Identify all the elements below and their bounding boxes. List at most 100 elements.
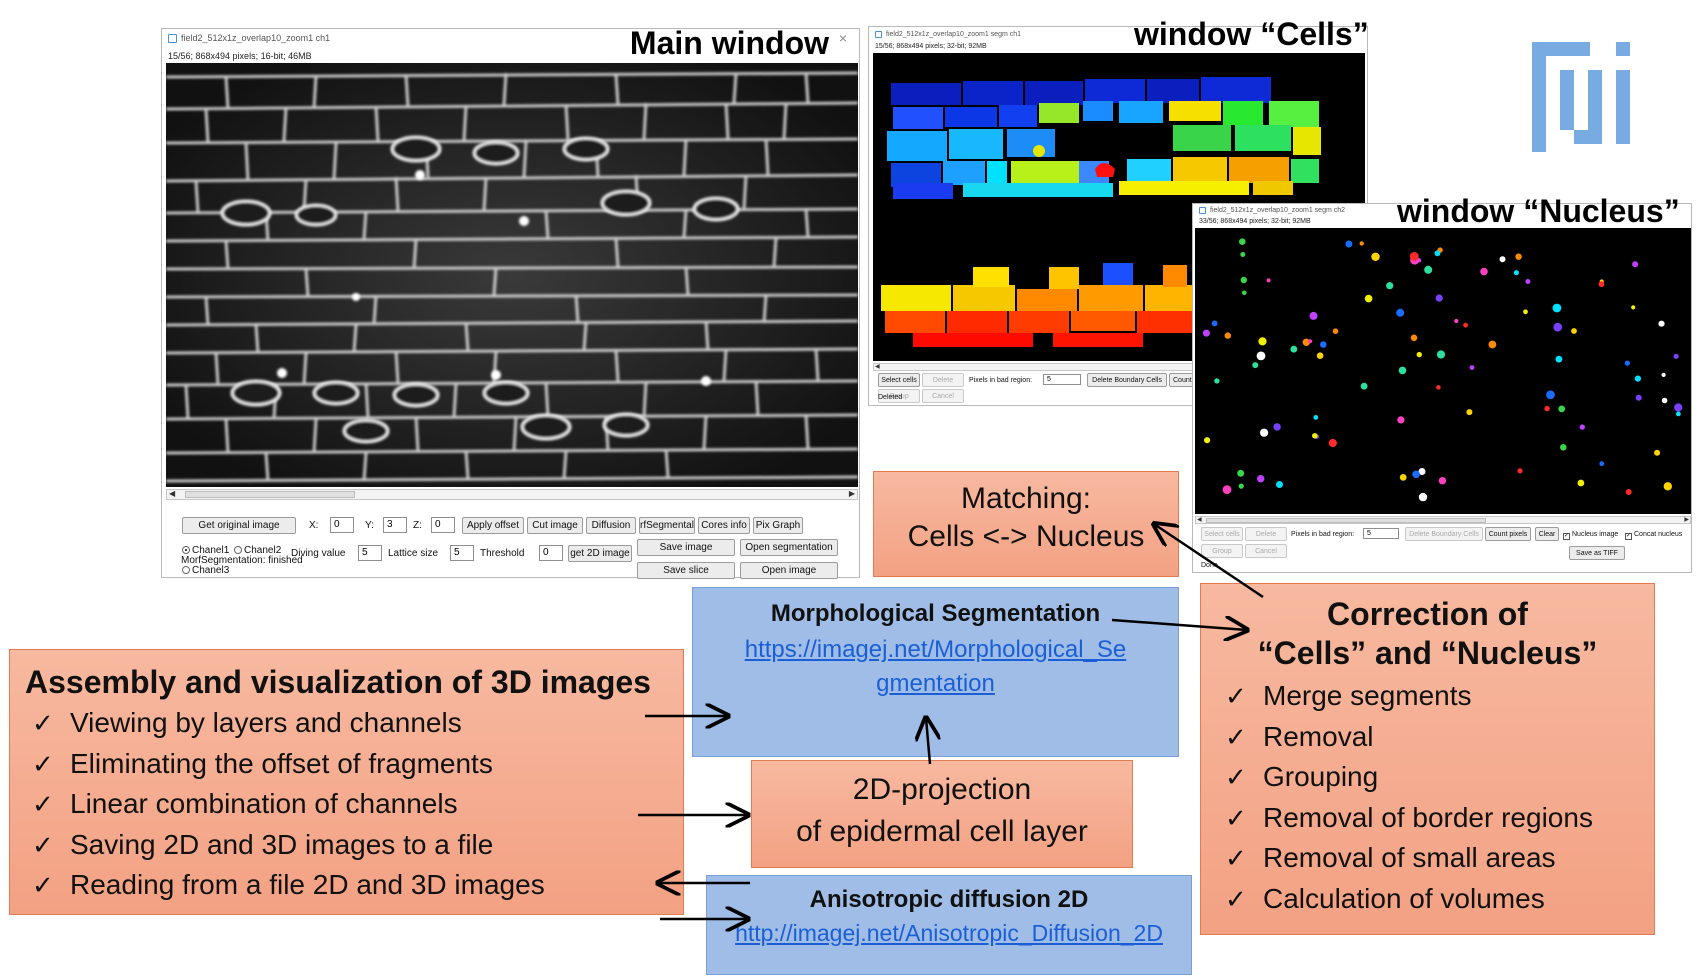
scroll-left-icon[interactable]: ◀ xyxy=(1197,517,1202,523)
nucleus-image-checkbox[interactable]: ✓ Nucleus image xyxy=(1563,531,1618,540)
nucleus-dot xyxy=(1436,350,1446,359)
nucleus-dot xyxy=(1674,403,1683,412)
assembly-box: Assembly and visualization of 3D images … xyxy=(9,649,684,915)
nucleus-dot xyxy=(1434,250,1441,257)
open-segmentation-button[interactable]: Open segmentation xyxy=(740,539,838,556)
cut-image-button[interactable]: Cut image xyxy=(527,517,583,534)
apply-offset-button[interactable]: Apply offset xyxy=(462,517,524,534)
diffusion-button[interactable]: Diffusion xyxy=(586,517,636,534)
main-scrollbar[interactable]: ◀ ▶ xyxy=(166,489,858,500)
nucleus-image-svg xyxy=(1195,228,1691,514)
nucleus-dot xyxy=(1466,409,1473,416)
cancel-button[interactable]: Cancel xyxy=(1245,544,1287,558)
count-pixels-button[interactable]: Count p xyxy=(1169,373,1199,387)
list-item: Eliminating the offset of fragments xyxy=(24,744,683,785)
pix-graph-button[interactable]: Pix Graph xyxy=(753,517,803,534)
nucleus-segmentation-image[interactable] xyxy=(1195,228,1691,514)
close-icon[interactable]: × xyxy=(838,30,847,46)
rf-segmental-button[interactable]: rfSegmental xyxy=(639,517,695,534)
save-slice-button[interactable]: Save slice xyxy=(637,562,735,579)
nucleus-dot xyxy=(1676,411,1681,417)
nucleus-scrollbar[interactable]: ◀ ▶ xyxy=(1195,516,1691,524)
morph-link[interactable]: https://imagej.net/Morphological_Se gmen… xyxy=(693,636,1178,698)
diving-value-field[interactable]: 5 xyxy=(358,545,382,561)
cancel-button[interactable]: Cancel xyxy=(922,389,964,403)
count-pixels-button[interactable]: Count pixels xyxy=(1485,527,1531,541)
nucleus-dot xyxy=(1435,294,1443,302)
nucleus-window-status: Done xyxy=(1201,562,1218,569)
delete-button[interactable]: Delete xyxy=(922,373,964,387)
nucleus-window-info: 33/56; 868x494 pixels; 32-bit; 92MB xyxy=(1199,218,1311,225)
delete-button[interactable]: Delete xyxy=(1245,527,1287,541)
nucleus-dot xyxy=(1418,492,1428,502)
list-item: Grouping xyxy=(1217,757,1654,798)
nucleus-dot xyxy=(1454,318,1459,324)
threshold-field[interactable]: 0 xyxy=(539,545,563,561)
scroll-thumb[interactable] xyxy=(185,491,355,498)
save-image-button[interactable]: Save image xyxy=(637,539,735,556)
pixels-in-bad-region-field[interactable]: 5 xyxy=(1363,528,1399,539)
nucleus-dot xyxy=(1523,309,1528,315)
pixels-in-bad-region-field[interactable]: 5 xyxy=(1043,374,1081,385)
z-field[interactable]: 0 xyxy=(431,517,455,533)
nucleus-dot xyxy=(1316,352,1324,359)
aniso-link[interactable]: http://imagej.net/Anisotropic_Diffusion_… xyxy=(735,920,1163,946)
scroll-left-icon[interactable]: ◀ xyxy=(169,489,176,498)
open-image-button[interactable]: Open image xyxy=(740,562,838,579)
list-item: Merge segments xyxy=(1217,676,1654,717)
nucleus-dot xyxy=(1558,405,1566,413)
nucleus-dot xyxy=(1571,328,1577,334)
morph-link-line1: https://imagej.net/Morphological_Se xyxy=(744,636,1127,663)
clear-button[interactable]: Clear xyxy=(1535,527,1559,541)
nucleus-dot xyxy=(1577,479,1585,487)
channel3-radio[interactable]: Chanel3 xyxy=(182,565,229,576)
pixels-in-bad-region-label: Pixels in bad region: xyxy=(1291,531,1355,538)
group-button[interactable]: Group xyxy=(878,389,920,403)
channel2-radio[interactable]: Chanel2 xyxy=(234,545,281,556)
group-button[interactable]: Group xyxy=(1201,544,1243,558)
scroll-left-icon[interactable]: ◀ xyxy=(875,364,880,370)
nucleus-dot xyxy=(1313,415,1319,420)
list-item: Saving 2D and 3D images to a file xyxy=(24,825,683,866)
select-cells-button[interactable]: Select cells xyxy=(878,373,920,387)
nucleus-dot xyxy=(1469,365,1475,370)
nucleus-dot xyxy=(1397,416,1405,424)
microscopy-image[interactable] xyxy=(166,63,858,487)
x-field[interactable]: 0 xyxy=(330,517,354,533)
cells-window-titlebar: field2_512x1z_overlap10_zoom1 segm ch1 xyxy=(875,31,1021,38)
scroll-thumb[interactable] xyxy=(1206,518,1486,523)
scroll-right-icon[interactable]: ▶ xyxy=(1684,517,1689,523)
z-label: Z: xyxy=(413,520,422,531)
nucleus-dot xyxy=(1661,372,1666,377)
projection-line2: of epidermal cell layer xyxy=(796,815,1088,848)
delete-boundary-cells-button[interactable]: Delete Boundary Cells xyxy=(1405,527,1483,541)
list-item: Reading from a file 2D and 3D images xyxy=(24,865,683,906)
get-original-image-button[interactable]: Get original image xyxy=(182,517,296,534)
cores-info-button[interactable]: Cores info xyxy=(698,517,750,534)
nucleus-dot xyxy=(1409,252,1419,261)
y-field[interactable]: 3 xyxy=(383,517,407,533)
select-cells-button[interactable]: Select cells xyxy=(1201,527,1243,541)
correction-box: Correction of “Cells” and “Nucleus” Merg… xyxy=(1200,583,1655,935)
nucleus-dot xyxy=(1204,437,1211,444)
get-2d-image-button[interactable]: get 2D image xyxy=(568,545,632,562)
nucleus-dot xyxy=(1673,353,1679,359)
morphological-segmentation-box: Morphological Segmentation https://image… xyxy=(692,587,1179,757)
nucleus-dot xyxy=(1544,405,1550,412)
nucleus-dot xyxy=(1631,305,1636,310)
nucleus-dot xyxy=(1560,444,1567,451)
concat-nucleus-label: Concat nucleus xyxy=(1634,531,1683,538)
channel1-radio[interactable]: Chanel1 xyxy=(182,545,229,556)
nucleus-dot xyxy=(1632,261,1639,268)
scroll-right-icon[interactable]: ▶ xyxy=(848,489,855,498)
main-window: field2_512x1z_overlap10_zoom1 ch1 15/56;… xyxy=(161,25,860,579)
lattice-size-field[interactable]: 5 xyxy=(450,545,474,561)
nucleus-window-titlebar: field2_512x1z_overlap10_zoom1 segm ch2 xyxy=(1199,207,1345,214)
save-as-tiff-button[interactable]: Save as TIFF xyxy=(1569,546,1625,560)
delete-boundary-cells-button[interactable]: Delete Boundary Cells xyxy=(1087,373,1167,387)
channel2-label: Chanel2 xyxy=(244,545,282,556)
lattice-size-label: Lattice size xyxy=(388,548,439,559)
concat-nucleus-checkbox[interactable]: ✓ Concat nucleus xyxy=(1625,531,1682,540)
list-item: Linear combination of channels xyxy=(24,784,683,825)
checkbox-checked-icon: ✓ xyxy=(1563,533,1570,540)
